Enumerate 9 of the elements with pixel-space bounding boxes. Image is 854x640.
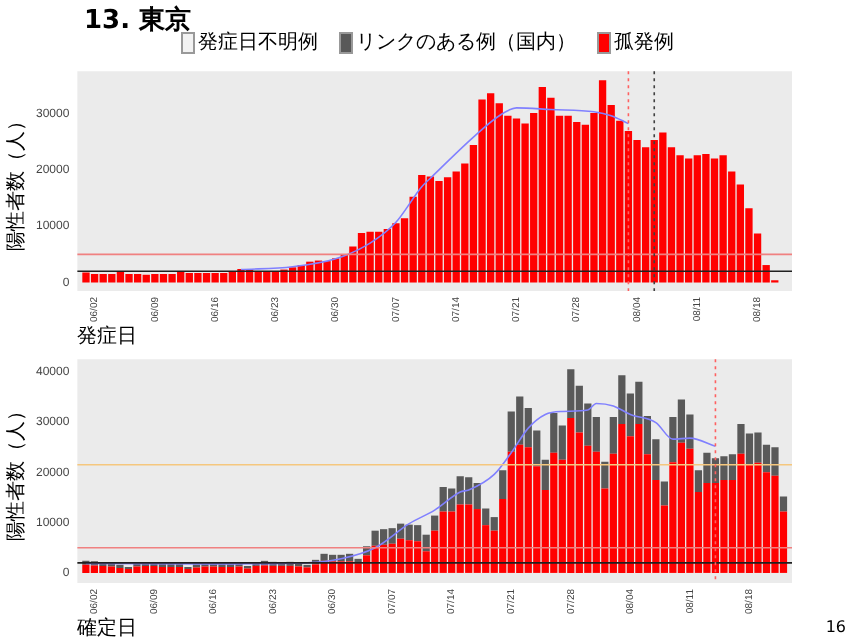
legend-label: リンクのある例（国内） <box>354 29 576 56</box>
chart-title: 13. 東京 <box>84 3 192 38</box>
legend-label: 孤発例 <box>612 30 674 56</box>
x-axis-title: 確定日 <box>75 615 138 640</box>
y-axis-title: 陽性者数（人） <box>3 111 28 252</box>
x-axis-title: 発症日 <box>77 323 138 348</box>
y-axis-title: 陽性者数（人） <box>3 401 28 542</box>
legend-label: 発症日不明例 <box>198 32 318 54</box>
text: 16 <box>825 618 846 636</box>
